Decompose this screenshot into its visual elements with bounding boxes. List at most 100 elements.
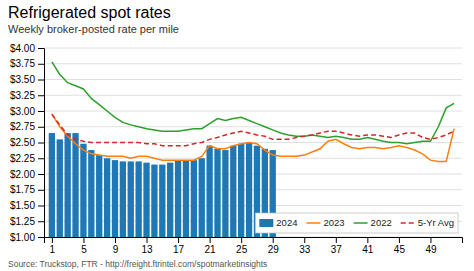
x-axis: 1 5 9 13 17 21 25 29 33 37 41 45 49: [45, 237, 463, 255]
x-tick: 9: [113, 237, 119, 255]
tick-mark: [38, 237, 44, 238]
bar: [199, 158, 205, 237]
legend-item: 2023: [306, 217, 344, 228]
y-tick: $1.00: [10, 232, 44, 243]
bar: [49, 133, 55, 237]
y-tick: $2.50: [10, 137, 44, 148]
legend-label: 5-Yr Avg: [418, 217, 454, 228]
tick-mark: [399, 237, 400, 243]
tick-mark: [178, 237, 179, 243]
y-tick: $3.50: [10, 74, 44, 85]
x-tick: 29: [268, 237, 280, 255]
x-tick: 13: [141, 237, 153, 255]
grid-line: [44, 48, 462, 49]
x-tick: 41: [362, 237, 374, 255]
tick-mark: [38, 127, 44, 128]
bar: [214, 149, 220, 237]
bar: [183, 160, 189, 237]
grid-line: [44, 126, 462, 127]
bar: [120, 161, 126, 237]
legend: 2024 2023 2022 5-Yr Avg: [255, 213, 458, 233]
y-tick: $3.25: [10, 90, 44, 101]
bar: [167, 163, 173, 237]
tick-label: $3.00: [10, 106, 35, 117]
tick-mark: [241, 237, 242, 243]
grid: [44, 48, 462, 237]
x-tick: 5: [81, 237, 87, 255]
tick-label: 49: [425, 244, 437, 255]
background: [0, 0, 474, 271]
legend-label: 2024: [276, 217, 297, 228]
legend-label: 2023: [323, 217, 344, 228]
y-tick: $3.75: [10, 58, 44, 69]
legend-swatch: [354, 222, 368, 224]
tick-mark: [38, 158, 44, 159]
tick-label: 9: [113, 244, 119, 255]
bar: [175, 160, 181, 237]
legend-item: 5-Yr Avg: [401, 217, 454, 228]
tick-mark: [38, 95, 44, 96]
tick-mark: [273, 237, 274, 243]
bar: [72, 133, 78, 237]
subtitle: Weekly broker-posted rate per mile: [8, 23, 179, 35]
x-tick: 25: [236, 237, 248, 255]
tick-mark: [38, 221, 44, 222]
tick-label: 21: [205, 244, 217, 255]
tick-label: $1.25: [10, 216, 35, 227]
bar: [104, 158, 110, 237]
tick-mark: [38, 64, 44, 65]
tick-mark: [430, 237, 431, 243]
tick-label: 33: [299, 244, 311, 255]
tick-label: 1: [50, 244, 56, 255]
y-tick: $1.75: [10, 184, 44, 195]
tick-mark: [210, 237, 211, 243]
tick-label: 41: [362, 244, 374, 255]
legend-item: 2022: [354, 217, 392, 228]
x-tick: 37: [331, 237, 343, 255]
bar: [96, 155, 102, 237]
tick-label: 5: [81, 244, 87, 255]
legend-swatch: [306, 222, 320, 224]
legend-label: 2022: [371, 217, 392, 228]
bar: [128, 161, 134, 237]
tick-label: $2.00: [10, 169, 35, 180]
tick-mark: [38, 190, 44, 191]
tick-label: $2.75: [10, 121, 35, 132]
line: [52, 62, 454, 144]
tick-label: 25: [236, 244, 248, 255]
bar: [206, 146, 212, 237]
tick-label: 17: [173, 244, 185, 255]
tick-label: $2.50: [10, 137, 35, 148]
legend-swatch: [259, 219, 273, 227]
x-tick: 17: [173, 237, 185, 255]
tick-label: 13: [141, 244, 153, 255]
bar: [246, 143, 252, 238]
x-tick: 45: [394, 237, 406, 255]
tick-mark: [38, 174, 44, 175]
bar: [151, 165, 157, 237]
bar: [238, 144, 244, 237]
tick-label: $1.00: [10, 232, 35, 243]
bar: [112, 160, 118, 237]
axis-line: [38, 49, 45, 238]
tick-label: $1.75: [10, 184, 35, 195]
x-tick: 1: [50, 237, 56, 255]
tick-mark: [367, 237, 368, 243]
bar: [230, 146, 236, 237]
x-tick: 21: [205, 237, 217, 255]
bar: [135, 161, 141, 237]
y-axis: $1.00$1.25$1.50$1.75$2.00$2.25$2.50$2.75…: [10, 43, 45, 243]
tick-mark: [115, 237, 116, 243]
tick-mark: [38, 48, 44, 49]
tick-mark: [38, 80, 44, 81]
tick-mark: [304, 237, 305, 243]
tick-mark: [83, 237, 84, 243]
y-tick: $3.00: [10, 106, 44, 117]
tick-label: $3.25: [10, 90, 35, 101]
y-tick: $4.00: [10, 43, 44, 54]
y-tick: $2.75: [10, 121, 44, 132]
tick-mark: [147, 237, 148, 243]
chart-container: Refrigerated spot ratesWeekly broker-pos…: [0, 0, 474, 271]
tick-mark: [38, 206, 44, 207]
tick-label: 29: [268, 244, 280, 255]
